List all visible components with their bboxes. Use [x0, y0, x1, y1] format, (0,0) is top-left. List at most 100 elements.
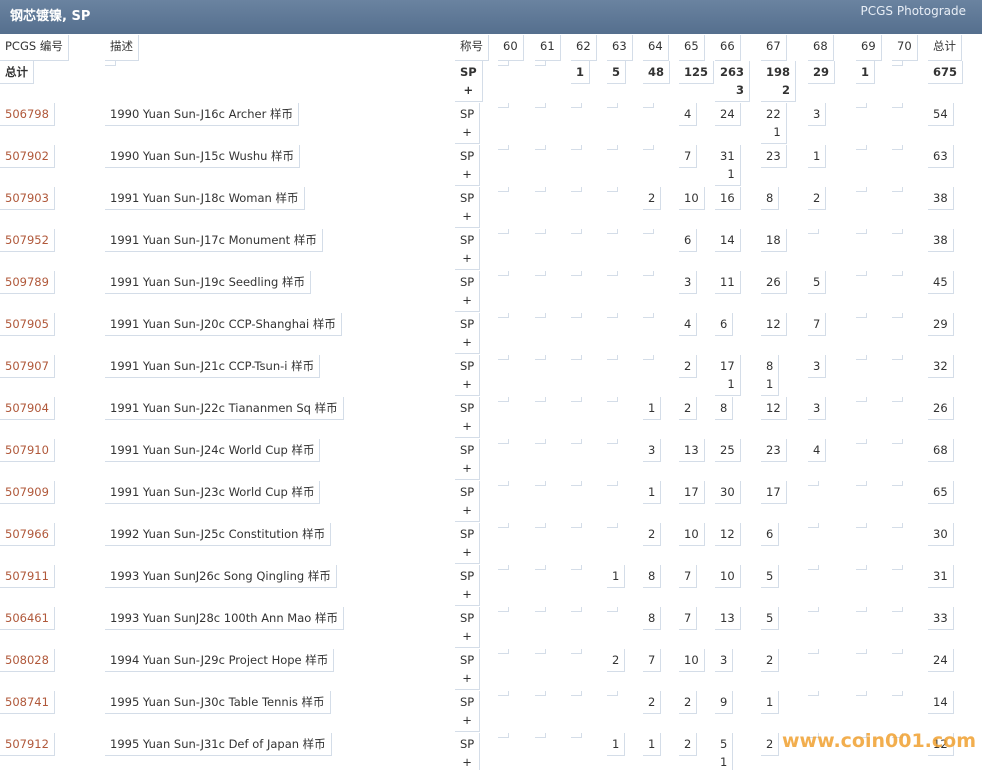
designation: +: [462, 755, 472, 769]
photograde-link[interactable]: PCGS Photograde: [860, 4, 966, 18]
cell: 2: [643, 691, 662, 714]
cell: 14: [715, 229, 741, 252]
cell: 7: [679, 145, 698, 168]
grade-count: 8: [648, 611, 656, 625]
cell: [498, 691, 509, 696]
cell: [808, 523, 819, 528]
column-header-text: 66: [720, 39, 735, 53]
cell: [535, 607, 546, 612]
grade-count: 125: [684, 65, 709, 79]
cell: 22 1: [761, 103, 787, 144]
cell: [607, 481, 618, 486]
row-total: 26: [933, 401, 948, 415]
grade-count: 31: [720, 149, 735, 163]
cell: [892, 397, 903, 402]
cell: [643, 145, 654, 150]
cell: [607, 607, 618, 612]
grade-count: 5: [612, 65, 621, 79]
column-header: 64: [643, 35, 669, 61]
cell: [808, 691, 819, 696]
cell: [535, 187, 546, 192]
description: 1994 Yuan Sun-J29c Project Hope 样币: [110, 653, 329, 667]
column-header-text: 62: [576, 39, 591, 53]
designation: +: [462, 503, 472, 517]
column-header-text: PCGS 编号: [5, 39, 63, 53]
column-header: 62: [571, 35, 597, 61]
cell: 38: [928, 187, 954, 210]
grade-count: 4: [813, 443, 821, 457]
column-header: PCGS 编号: [0, 35, 69, 61]
designation: +: [462, 125, 472, 139]
cell: [535, 145, 546, 150]
cell: [498, 649, 509, 654]
description: 1990 Yuan Sun-J16c Archer 样币: [110, 107, 293, 121]
cell: 26: [761, 271, 787, 294]
designation: SP: [460, 443, 475, 457]
cell: 506461: [0, 607, 55, 630]
cell: [856, 187, 867, 192]
cell: [571, 355, 582, 360]
cell: [571, 565, 582, 570]
cell: [535, 523, 546, 528]
cell: 7: [643, 649, 662, 672]
column-header-text: 61: [540, 39, 555, 53]
cell: [856, 481, 867, 486]
cell: [856, 565, 867, 570]
designation: SP: [460, 401, 475, 415]
cell: [892, 103, 903, 108]
cell: 12: [761, 313, 787, 336]
description: 1991 Yuan Sun-J19c Seedling 样币: [110, 275, 305, 289]
cell: 45: [928, 271, 954, 294]
cell: 17: [761, 481, 787, 504]
cell: [535, 229, 546, 234]
pcgs-number: 507912: [5, 737, 49, 751]
cell: [643, 355, 654, 360]
cell: [571, 397, 582, 402]
cell: 12: [715, 523, 741, 546]
cell: 508741: [0, 691, 55, 714]
cell: 30: [928, 523, 954, 546]
grade-count: 1: [648, 485, 656, 499]
grade-count: 22: [766, 107, 781, 121]
cell: [571, 187, 582, 192]
cell: 2: [761, 649, 780, 672]
cell: SP +: [455, 481, 481, 522]
grade-count: 5: [720, 737, 728, 751]
cell: [808, 733, 819, 738]
cell: [892, 145, 903, 150]
column-header-text: 描述: [110, 39, 133, 53]
cell: 2: [679, 397, 698, 420]
header-bar: 钢芯镀镍, SP PCGS Photograde: [0, 0, 982, 34]
designation: SP: [460, 527, 475, 541]
column-header-text: 64: [648, 39, 663, 53]
row-total: 30: [933, 527, 948, 541]
designation: SP: [460, 485, 475, 499]
cell: [498, 313, 509, 318]
cell: 5: [607, 61, 627, 84]
cell: 17 1: [715, 355, 741, 396]
cell: 2: [761, 733, 780, 756]
grade-count: 2: [684, 359, 692, 373]
column-header: 70: [892, 35, 918, 61]
cell: 30: [715, 481, 741, 504]
grade-count: 3: [684, 275, 692, 289]
row-total: 33: [933, 611, 948, 625]
cell: 125: [679, 61, 715, 84]
cell: 2: [607, 649, 626, 672]
cell: 1: [761, 691, 780, 714]
cell: 1: [643, 397, 662, 420]
cell: 4: [808, 439, 827, 462]
cell: 8: [715, 397, 734, 420]
cell: [498, 607, 509, 612]
cell: [607, 271, 618, 276]
grade-count: 10: [684, 191, 699, 205]
description: 1992 Yuan Sun-J25c Constitution 样币: [110, 527, 326, 541]
pcgs-number: 507907: [5, 359, 49, 373]
grade-count: 1: [813, 149, 821, 163]
pcgs-number: 508741: [5, 695, 49, 709]
cell: 总计: [0, 61, 34, 84]
grade-count: 10: [720, 569, 735, 583]
description: 1995 Yuan Sun-J31c Def of Japan 样币: [110, 737, 326, 751]
grade-count: 7: [813, 317, 821, 331]
